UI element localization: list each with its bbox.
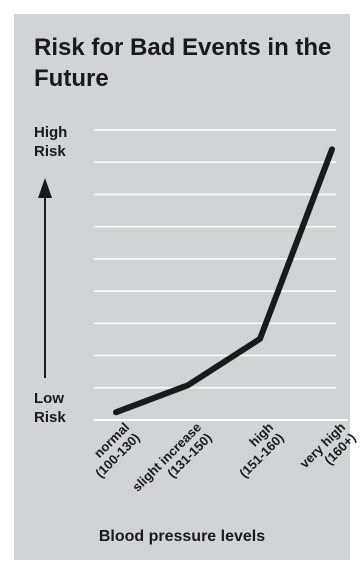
- x-axis-label: Blood pressure levels: [98, 528, 266, 545]
- x-tick-label: normal(100-130): [82, 420, 143, 481]
- chart-card: [14, 14, 350, 560]
- risk-arrow-head: [38, 178, 52, 198]
- y-label-high: High Risk: [34, 124, 68, 160]
- y-label-low: Low Risk: [34, 390, 66, 426]
- x-tick-label: high(151-160): [226, 419, 287, 480]
- chart-title: Risk for Bad Events in the Future: [34, 34, 332, 92]
- x-tick-label: slight increase(131-150): [129, 420, 215, 506]
- x-tick-label: very high(160+): [297, 419, 359, 481]
- series-line: [113, 146, 335, 416]
